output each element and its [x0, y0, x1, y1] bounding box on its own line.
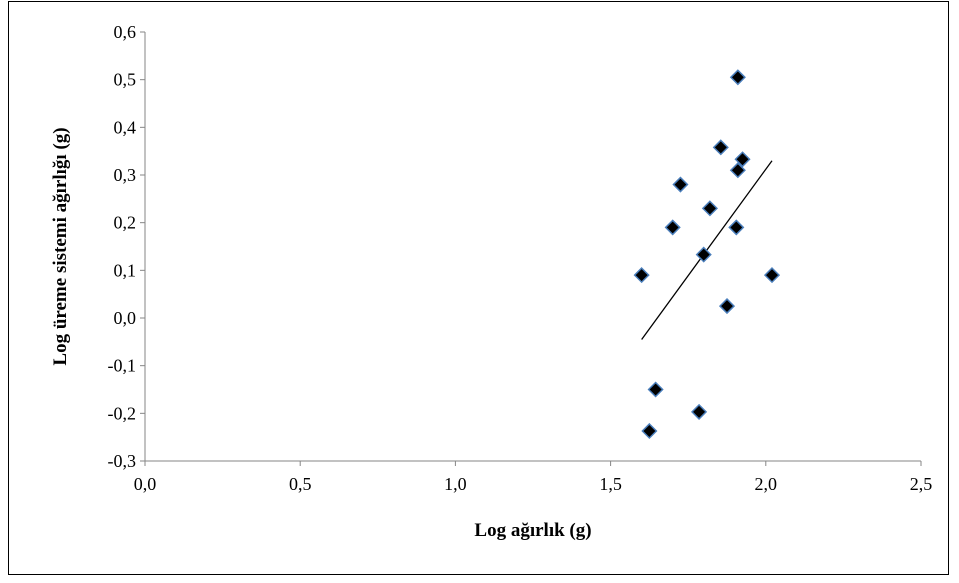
y-tick-label: 0,4 [114, 117, 137, 137]
data-point [729, 162, 746, 179]
data-point [641, 422, 658, 440]
x-tick-label: 1,0 [444, 474, 467, 494]
data-point [729, 69, 746, 86]
data-point [691, 403, 708, 420]
data-point [701, 200, 718, 217]
y-axis-title: Log üreme sistemi ağırlığı (g) [50, 127, 71, 365]
y-tick-label: 0,0 [114, 308, 137, 328]
x-tick-label: 0,0 [134, 474, 157, 494]
y-tick-label: 0,6 [114, 22, 137, 42]
data-point [695, 246, 712, 263]
data-point [734, 151, 751, 168]
chart-frame [8, 1, 949, 575]
data-point [664, 219, 681, 236]
data-point [712, 139, 729, 156]
data-point [763, 267, 781, 284]
data-point [647, 381, 664, 398]
data-point [728, 219, 745, 236]
data-point [672, 176, 689, 193]
x-axis-title: Log ağırlık (g) [474, 520, 591, 541]
x-tick-label: 0,5 [289, 474, 312, 494]
y-tick-label: 0,2 [114, 213, 137, 233]
x-tick-label: 2,0 [755, 474, 778, 494]
x-tick-label: 1,5 [599, 474, 622, 494]
y-tick-label: -0,3 [108, 451, 137, 471]
data-point [718, 298, 736, 315]
y-tick-label: 0,1 [114, 260, 137, 280]
y-tick-label: -0,2 [108, 403, 137, 423]
x-tick-label: 2,5 [910, 474, 933, 494]
data-point [633, 267, 650, 284]
y-tick-label: 0,3 [114, 165, 137, 185]
y-tick-label: 0,5 [114, 70, 137, 90]
y-tick-label: -0,1 [108, 356, 137, 376]
